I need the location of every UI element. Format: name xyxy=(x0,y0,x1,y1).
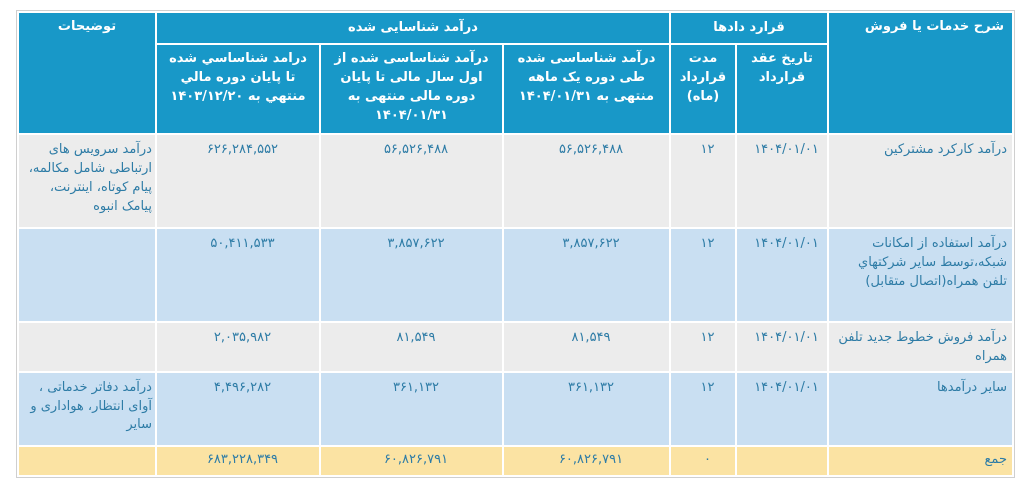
cell-duration: ۱۲ xyxy=(671,229,735,321)
header-notes-column: توضیحات xyxy=(18,13,155,133)
cell-total-revenue-month: ۶۰,۸۲۶,۷۹۱ xyxy=(504,446,669,475)
table-row: درآمد کارکرد مشترکین ۱۴۰۴/۰۱/۰۱ ۱۲ ۵۶,۵۲… xyxy=(18,135,1012,227)
cell-notes: درآمد سرویس های ارتباطی شامل مکالمه، پیا… xyxy=(18,135,155,227)
cell-duration: ۱۲ xyxy=(671,372,735,445)
cell-revenue-ytd: ۳۶۱,۱۳۲ xyxy=(321,372,502,445)
header-contract-duration: مدت قرارداد (ماه) xyxy=(671,45,735,133)
cell-revenue-month: ۵۶,۵۲۶,۴۸۸ xyxy=(504,135,669,227)
cell-revenue-ytd: ۳,۸۵۷,۶۲۲ xyxy=(321,229,502,321)
cell-revenue-month: ۳,۸۵۷,۶۲۲ xyxy=(504,229,669,321)
cell-duration: ۱۲ xyxy=(671,135,735,227)
table-row: درآمد استفاده از امکانات شبکه،توسط سایر … xyxy=(18,229,1012,321)
table-row: سایر درآمدها ۱۴۰۴/۰۱/۰۱ ۱۲ ۳۶۱,۱۳۲ ۳۶۱,۱… xyxy=(18,372,1012,445)
header-group-row: شرح خدمات یا فروش قرارد دادها درآمد شناس… xyxy=(18,13,1012,133)
cell-revenue-ytd: ۸۱,۵۴۹ xyxy=(321,323,502,371)
cell-revenue-month: ۳۶۱,۱۳۲ xyxy=(504,372,669,445)
table-row: درآمد فروش خطوط جدید تلفن همراه ۱۴۰۴/۰۱/… xyxy=(18,323,1012,371)
cell-revenue-prior: ۴,۴۹۶,۲۸۲ xyxy=(156,372,319,445)
cell-contract-date: ۱۴۰۴/۰۱/۰۱ xyxy=(737,229,827,321)
total-row: جمع ۰ ۶۰,۸۲۶,۷۹۱ ۶۰,۸۲۶,۷۹۱ ۶۸۳,۲۲۸,۳۴۹ xyxy=(18,446,1012,475)
cell-service: درآمد کارکرد مشترکین xyxy=(829,135,1012,227)
cell-revenue-prior: ۲,۰۳۵,۹۸۲ xyxy=(156,323,319,371)
cell-revenue-prior: ۵۰,۴۱۱,۵۳۳ xyxy=(156,229,319,321)
cell-notes: درآمد دفاتر خدماتی ، آوای انتظار، هوادار… xyxy=(18,372,155,445)
header-group-revenue: درآمد شناسایی شده xyxy=(156,13,669,43)
revenue-table: شرح خدمات یا فروش قرارد دادها درآمد شناس… xyxy=(15,10,1015,478)
cell-total-duration: ۰ xyxy=(671,446,735,475)
cell-total-revenue-prior: ۶۸۳,۲۲۸,۳۴۹ xyxy=(156,446,319,475)
header-group-contract: قرارد دادها xyxy=(671,13,827,43)
cell-revenue-month: ۸۱,۵۴۹ xyxy=(504,323,669,371)
cell-total-label: جمع xyxy=(829,446,1012,475)
cell-contract-date: ۱۴۰۴/۰۱/۰۱ xyxy=(737,135,827,227)
cell-revenue-ytd: ۵۶,۵۲۶,۴۸۸ xyxy=(321,135,502,227)
header-revenue-month: درآمد شناساسی شده طی دوره یک ماهه منتهی … xyxy=(504,45,669,133)
cell-total-notes xyxy=(18,446,155,475)
header-revenue-prior: درامد شناساسي شده تا پایان دوره مالي منت… xyxy=(156,45,319,133)
cell-contract-date: ۱۴۰۴/۰۱/۰۱ xyxy=(737,372,827,445)
cell-revenue-prior: ۶۲۶,۲۸۴,۵۵۲ xyxy=(156,135,319,227)
cell-total-revenue-ytd: ۶۰,۸۲۶,۷۹۱ xyxy=(321,446,502,475)
cell-contract-date: ۱۴۰۴/۰۱/۰۱ xyxy=(737,323,827,371)
cell-notes xyxy=(18,323,155,371)
header-revenue-ytd: درآمد شناساسی شده از اول سال مالی تا پای… xyxy=(321,45,502,133)
cell-service: سایر درآمدها xyxy=(829,372,1012,445)
cell-notes xyxy=(18,229,155,321)
header-services-column: شرح خدمات یا فروش xyxy=(829,13,1012,133)
cell-service: درآمد استفاده از امکانات شبکه،توسط سایر … xyxy=(829,229,1012,321)
cell-service: درآمد فروش خطوط جدید تلفن همراه xyxy=(829,323,1012,371)
cell-total-contract-date xyxy=(737,446,827,475)
header-contract-date: تاریخ عقد قرارداد xyxy=(737,45,827,133)
cell-duration: ۱۲ xyxy=(671,323,735,371)
header-sub-row: تاریخ عقد قرارداد مدت قرارداد (ماه) درآم… xyxy=(19,45,1012,133)
